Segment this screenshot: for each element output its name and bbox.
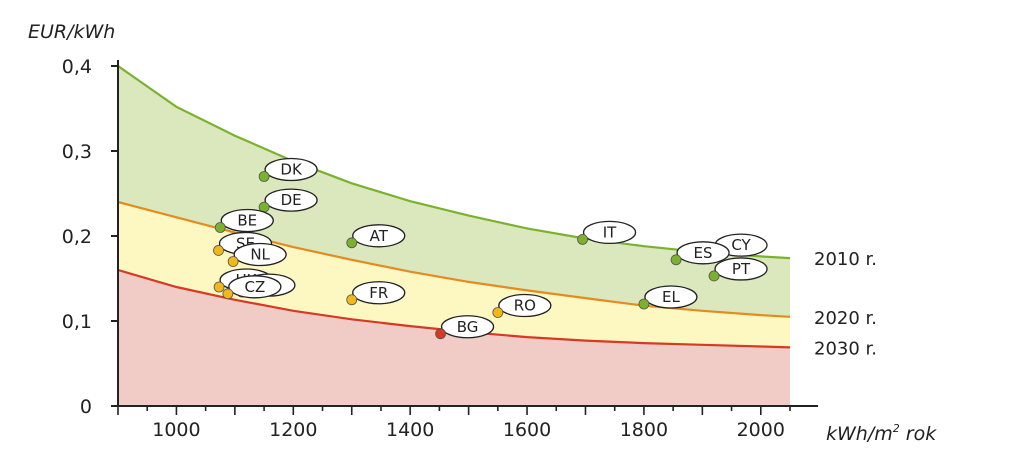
point-dot (258, 171, 270, 182)
country-point-bg: BG (435, 315, 495, 340)
label-bubble (264, 157, 318, 182)
x-tick-label-0: 1000 (152, 419, 200, 441)
country-point-ro: RO (492, 293, 552, 318)
country-label: EL (662, 288, 680, 306)
country-label: PT (732, 260, 751, 278)
point-dot (577, 233, 588, 245)
x-tick-label-2: 1400 (386, 419, 434, 441)
country-point-dk: DK (258, 157, 318, 182)
country-point-cz: CZ (222, 275, 282, 300)
point-dot (346, 294, 358, 306)
area-fills (118, 66, 790, 406)
label-bubble (676, 241, 730, 265)
y-axis-title: EUR/kWh (28, 21, 115, 43)
point-dot (670, 254, 682, 266)
country-point-nl: NL (227, 242, 287, 267)
country-point-be: BE (214, 208, 274, 233)
point-dot (213, 281, 225, 293)
country-label: RO (514, 297, 536, 315)
country-label: DE (281, 191, 302, 209)
point-dot (227, 256, 239, 267)
country-label: BE (237, 212, 257, 230)
x-tick-label-4: 1800 (620, 419, 668, 441)
x-tick-label-5: 2000 (737, 419, 785, 441)
point-dot (214, 222, 226, 233)
country-point-el: EL (638, 285, 698, 310)
label-bubble (220, 208, 274, 233)
point-dot (213, 245, 224, 256)
axis-texts: EUR/kWh kWh/m2 rok (28, 21, 937, 445)
y-tick-label-2: 0,2 (62, 226, 92, 248)
axes: 0 0,1 0,2 0,3 0,4 1000 1200 1400 1600 1800 2000 (62, 56, 818, 441)
point-dot (708, 270, 720, 282)
country-point-de: DE (258, 188, 318, 213)
series-label-2: 2030 r. (814, 338, 877, 359)
y-tick-label-1: 0,1 (62, 311, 92, 333)
label-bubble (233, 242, 287, 267)
country-point-it: IT (577, 220, 637, 245)
y-tick-label-0: 0 (80, 396, 92, 418)
y-tick-label-3: 0,3 (62, 141, 92, 163)
country-label: ES (694, 244, 713, 262)
country-label: AT (370, 227, 389, 245)
country-point-pt: PT (708, 257, 768, 282)
label-bubble (498, 293, 552, 318)
label-bubble (228, 275, 282, 299)
label-bubble (714, 257, 768, 281)
country-label: CZ (244, 278, 265, 296)
label-bubble (352, 281, 406, 305)
country-label: CY (731, 236, 751, 254)
point-dot (222, 288, 234, 300)
country-label: FR (369, 284, 388, 302)
area-fill-2 (118, 270, 790, 406)
label-bubble (582, 220, 637, 245)
label-bubble (264, 188, 318, 212)
x-axis-title: kWh/m2 rok (826, 422, 937, 445)
point-dot (638, 298, 650, 310)
point-dot (346, 237, 358, 249)
country-point-at: AT (346, 224, 406, 249)
point-dot (435, 328, 446, 340)
point-dot (492, 307, 504, 318)
country-label: DK (280, 161, 303, 179)
label-bubble (644, 285, 698, 309)
country-label: NL (250, 246, 270, 264)
country-point-es: ES (670, 241, 730, 266)
curve-line-1 (117, 200, 791, 318)
series-label-1: 2020 r. (814, 308, 877, 329)
x-tick-label-3: 1600 (503, 419, 551, 441)
country-points: DKDEBEATSENLUKPLCZFRBGROITCYESPTEL (213, 157, 768, 340)
label-bubble (352, 224, 406, 248)
label-bubble (440, 315, 495, 339)
country-label: IT (603, 223, 617, 241)
y-tick-label-4: 0,4 (62, 56, 92, 78)
x-tick-label-1: 1200 (269, 419, 317, 441)
country-label: BG (457, 318, 479, 336)
country-point-fr: FR (346, 281, 406, 306)
series-label-0: 2010 r. (814, 249, 877, 270)
